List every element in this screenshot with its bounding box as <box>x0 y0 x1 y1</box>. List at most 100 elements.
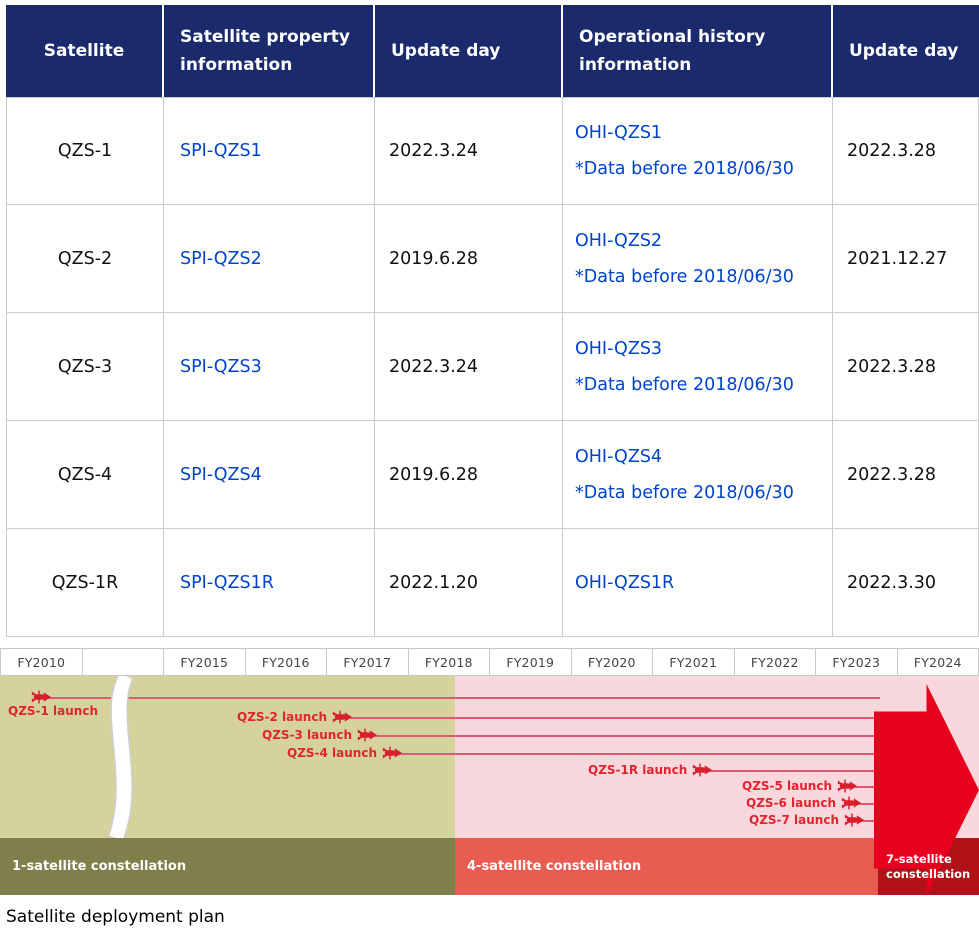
spi-link[interactable]: SPI-QZS2 <box>180 248 262 269</box>
ohi-cell: OHI-QZS1R <box>575 530 831 635</box>
spi-link[interactable]: SPI-QZS4 <box>180 464 262 485</box>
band-1-satellite: 1-satellite constellation <box>0 838 455 895</box>
launch-marker-qzs4: QZS-4 launch <box>287 746 403 760</box>
rocket-icon <box>693 763 713 777</box>
satellite-info-table: Satellite Satellite property information… <box>6 5 979 637</box>
ohi-note-link[interactable]: *Data before 2018/06/30 <box>575 374 794 395</box>
axis-break-icon <box>107 676 135 838</box>
constellation-bands: 1-satellite constellation 4-satellite co… <box>0 838 979 895</box>
launch-marker-qzs1: QZS-1 launch <box>8 690 98 718</box>
table-row: QZS-2 SPI-QZS2 2019.6.28 OHI-QZS2 *Data … <box>6 205 979 313</box>
ohi-update-day: 2022.3.28 <box>833 97 979 205</box>
spi-update-day: 2022.3.24 <box>375 313 563 421</box>
col-header-satellite: Satellite <box>6 5 164 97</box>
spi-update-day: 2019.6.28 <box>375 421 563 529</box>
satellite-name: QZS-2 <box>6 205 164 313</box>
year-label: FY2019 <box>490 649 572 675</box>
band-label: 4-satellite constellation <box>467 859 642 874</box>
year-label: FY2015 <box>164 649 246 675</box>
launch-label: QZS-1 launch <box>8 704 99 718</box>
satellite-name: QZS-3 <box>6 313 164 421</box>
ohi-note-link[interactable]: *Data before 2018/06/30 <box>575 159 794 179</box>
ohi-note-link[interactable]: *Data before 2018/06/30 <box>575 482 794 503</box>
fiscal-year-axis: FY2010 FY2015 FY2016 FY2017 FY2018 FY201… <box>0 648 979 676</box>
ohi-update-day: 2022.3.28 <box>833 313 979 421</box>
table-row: QZS-1 SPI-QZS1 2022.3.24 OHI-QZS1 *Data … <box>6 97 979 205</box>
ohi-update-day: 2021.12.27 <box>833 205 979 313</box>
timeline-line-qzs1r <box>700 770 880 772</box>
year-label: FY2020 <box>571 649 653 675</box>
year-label: FY2010 <box>1 649 83 675</box>
year-label: FY2023 <box>816 649 898 675</box>
launch-marker-qzs7: QZS-7 launch <box>749 813 865 827</box>
year-label: FY2024 <box>897 649 979 675</box>
ohi-link[interactable]: OHI-QZS1R <box>575 572 675 593</box>
rocket-icon <box>382 746 403 760</box>
spi-link[interactable]: SPI-QZS1R <box>180 572 274 593</box>
timeline-line-qzs2 <box>340 717 880 719</box>
rocket-icon <box>837 779 858 793</box>
ohi-link[interactable]: OHI-QZS4 <box>575 446 663 467</box>
ohi-cell: OHI-QZS1 *Data before 2018/06/30 <box>575 99 831 203</box>
spi-link[interactable]: SPI-QZS1 <box>180 141 262 161</box>
spi-update-day: 2022.1.20 <box>375 529 563 637</box>
launch-label: QZS-7 launch <box>749 813 840 827</box>
spi-link[interactable]: SPI-QZS3 <box>180 356 262 377</box>
launch-marker-qzs3: QZS-3 launch <box>262 728 378 742</box>
launch-marker-qzs1r: QZS-1R launch <box>588 763 713 777</box>
rocket-icon <box>31 690 52 704</box>
year-label: FY2021 <box>653 649 735 675</box>
launch-label: QZS-6 launch <box>746 796 837 810</box>
col-header-spi: Satellite property information <box>164 5 375 97</box>
col-header-ohi: Operational history information <box>563 5 833 97</box>
band-label: 1-satellite constellation <box>12 859 187 874</box>
ohi-note-link[interactable]: *Data before 2018/06/30 <box>575 266 794 287</box>
launch-label: QZS-1R launch <box>588 763 688 777</box>
year-label: FY2016 <box>245 649 327 675</box>
ohi-link[interactable]: OHI-QZS3 <box>575 338 663 359</box>
spi-update-day: 2022.3.24 <box>375 97 563 205</box>
launch-label: QZS-3 launch <box>262 728 353 742</box>
ohi-cell: OHI-QZS3 *Data before 2018/06/30 <box>575 314 831 419</box>
table-header-row: Satellite Satellite property information… <box>6 5 979 97</box>
figure-caption: Satellite deployment plan <box>6 907 225 927</box>
year-break-cell <box>82 649 164 675</box>
col-header-spi-update: Update day <box>375 5 563 97</box>
launch-label: QZS-2 launch <box>237 710 328 724</box>
band-label: 7-satellite constellation <box>886 852 971 881</box>
timeline-plot-area: QZS-1 launch QZS-2 launch <box>0 676 979 838</box>
year-label: FY2018 <box>408 649 490 675</box>
timeline-line-qzs7 <box>854 820 880 822</box>
timeline-line-qzs3 <box>365 735 880 737</box>
ohi-link[interactable]: OHI-QZS2 <box>575 230 663 251</box>
ohi-update-day: 2022.3.28 <box>833 421 979 529</box>
ohi-link[interactable]: OHI-QZS1 <box>575 123 663 143</box>
ohi-cell: OHI-QZS4 *Data before 2018/06/30 <box>575 422 831 527</box>
table-row: QZS-4 SPI-QZS4 2019.6.28 OHI-QZS4 *Data … <box>6 421 979 529</box>
satellite-name: QZS-4 <box>6 421 164 529</box>
ohi-cell: OHI-QZS2 *Data before 2018/06/30 <box>575 206 831 311</box>
timeline-line-qzs4 <box>390 753 880 755</box>
launch-marker-qzs2: QZS-2 launch <box>237 710 353 724</box>
rocket-icon <box>332 710 353 724</box>
timeline-line-qzs1 <box>36 697 880 699</box>
rocket-icon <box>357 728 378 742</box>
col-header-ohi-update: Update day <box>833 5 979 97</box>
launch-marker-qzs6: QZS-6 launch <box>746 796 862 810</box>
timeline-line-qzs6 <box>851 803 880 805</box>
rocket-icon <box>844 813 865 827</box>
table-row: QZS-1R SPI-QZS1R 2022.1.20 OHI-QZS1R 202… <box>6 529 979 637</box>
rocket-icon <box>841 796 862 810</box>
launch-label: QZS-5 launch <box>742 779 833 793</box>
launch-label: QZS-4 launch <box>287 746 378 760</box>
timeline-line-qzs5 <box>848 786 880 788</box>
ohi-update-day: 2022.3.30 <box>833 529 979 637</box>
band-4-satellite: 4-satellite constellation <box>455 838 878 895</box>
spi-update-day: 2019.6.28 <box>375 205 563 313</box>
satellite-name: QZS-1 <box>6 97 164 205</box>
table-row: QZS-3 SPI-QZS3 2022.3.24 OHI-QZS3 *Data … <box>6 313 979 421</box>
launch-marker-qzs5: QZS-5 launch <box>742 779 858 793</box>
year-label: FY2017 <box>327 649 409 675</box>
satellite-name: QZS-1R <box>6 529 164 637</box>
